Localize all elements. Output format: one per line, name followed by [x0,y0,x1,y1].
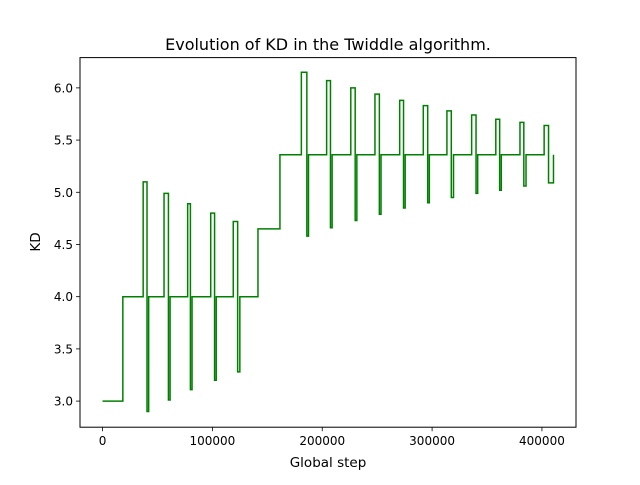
plot-frame [79,57,577,428]
x-tick-label: 400000 [519,434,565,448]
y-tick-label: 5.0 [54,186,73,200]
x-tick-label: 100000 [189,434,235,448]
x-axis-label: Global step [290,455,367,471]
x-tick-label: 300000 [409,434,455,448]
chart-title: Evolution of KD in the Twiddle algorithm… [165,35,491,54]
x-tick-label: 200000 [299,434,345,448]
y-tick-label: 4.5 [54,238,73,252]
y-tick-label: 6.0 [54,81,73,95]
plot-area [102,71,555,413]
y-axis-ticks: 3.0 3.5 4.0 4.5 5.0 5.5 6.0 [54,81,80,409]
x-tick-label: 0 [99,434,107,448]
series-line [102,71,555,413]
y-tick-label: 3.0 [54,395,73,409]
y-tick-label: 4.0 [54,290,73,304]
y-axis-label: KD [28,232,44,251]
y-tick-label: 5.5 [54,134,73,148]
y-tick-label: 3.5 [54,342,73,356]
x-axis-ticks: 0 100000 200000 300000 400000 [99,427,565,448]
